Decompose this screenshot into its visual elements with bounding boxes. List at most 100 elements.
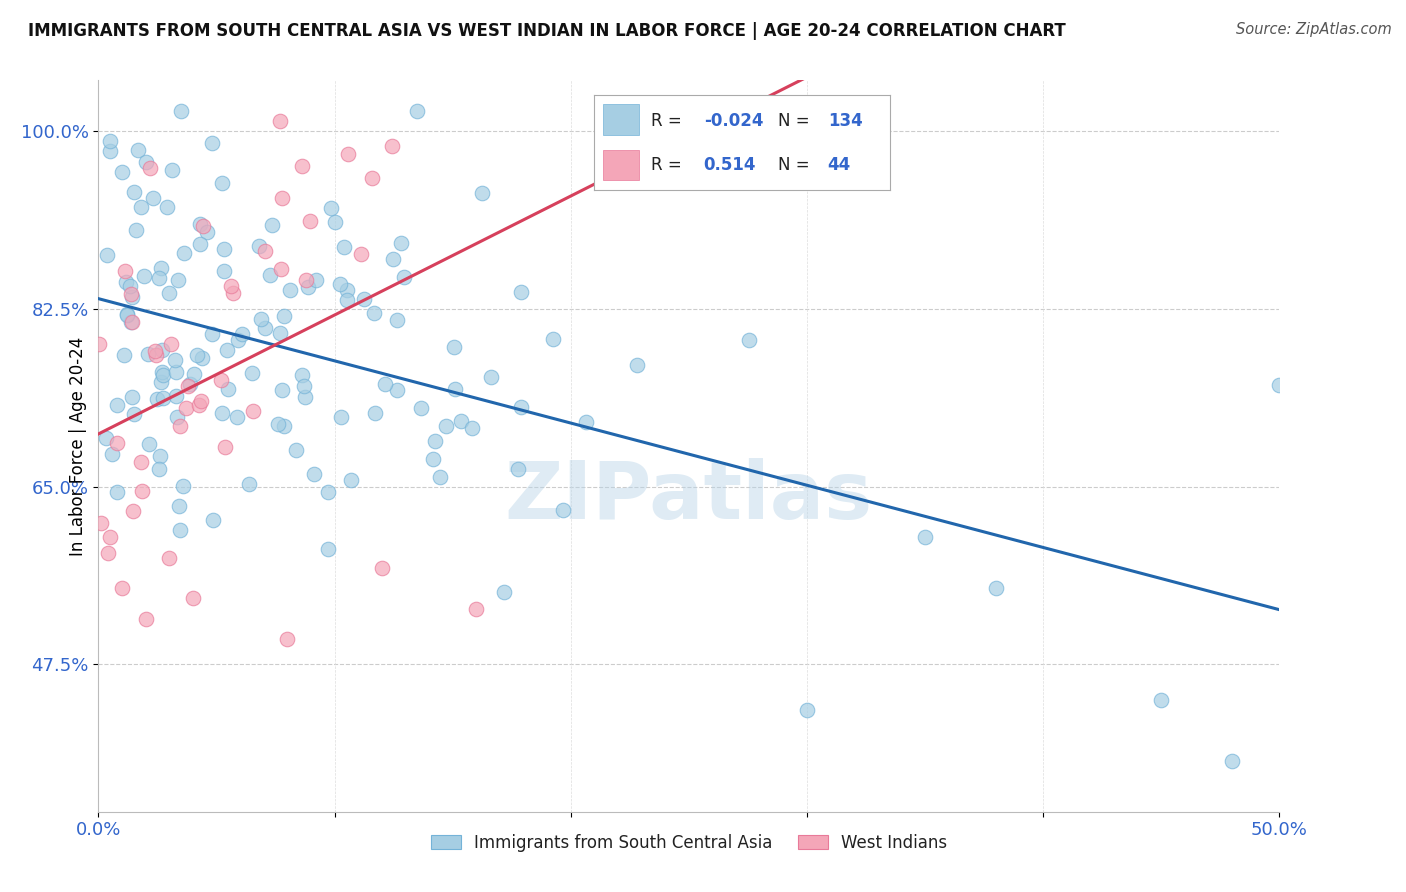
Point (385, 313, 408, 327)
Point (148, 461, 170, 475)
Point (150, 343, 173, 357)
Point (276, 632, 298, 646)
Point (465, 601, 488, 615)
Point (160, 163, 183, 178)
Point (191, 219, 214, 233)
Point (262, 218, 284, 232)
Point (492, 585, 515, 599)
Point (436, 418, 458, 433)
Point (179, 376, 201, 391)
Point (329, 277, 352, 291)
Point (422, 451, 444, 466)
Point (411, 401, 433, 416)
Point (551, 503, 574, 517)
Point (146, 392, 169, 406)
Point (211, 176, 233, 190)
Point (149, 449, 172, 463)
Point (111, 581, 134, 595)
Point (225, 410, 247, 425)
Point (1150, 693, 1173, 707)
Point (406, 103, 429, 118)
Point (209, 373, 232, 387)
Point (98, 145, 121, 159)
Point (152, 391, 174, 405)
Point (575, 415, 598, 429)
Point (541, 332, 564, 346)
Point (267, 417, 290, 431)
Point (371, 561, 394, 575)
Point (183, 368, 205, 382)
Point (292, 378, 315, 392)
Point (157, 550, 180, 565)
Point (163, 352, 186, 367)
Point (169, 418, 191, 433)
Point (291, 159, 314, 173)
Point (242, 404, 264, 418)
Point (302, 467, 325, 481)
Point (238, 477, 260, 491)
Point (423, 434, 446, 448)
Point (111, 164, 134, 178)
Point (316, 542, 339, 557)
Point (336, 293, 359, 307)
Point (319, 201, 342, 215)
Point (131, 201, 153, 215)
Point (138, 437, 160, 451)
Point (165, 389, 187, 403)
Point (450, 414, 472, 428)
Point (270, 262, 292, 277)
Point (295, 273, 318, 287)
Point (97, 546, 120, 560)
Point (211, 406, 233, 420)
Point (169, 523, 191, 537)
Point (297, 280, 319, 294)
Legend: Immigrants from South Central Asia, West Indians: Immigrants from South Central Asia, West… (425, 827, 953, 858)
Point (118, 279, 141, 293)
Point (148, 271, 170, 285)
Point (134, 268, 156, 283)
Point (112, 348, 135, 362)
Point (217, 382, 239, 396)
Point (214, 441, 236, 455)
Point (984, 581, 1007, 595)
Point (165, 365, 187, 379)
Point (145, 348, 167, 362)
Point (122, 185, 145, 199)
Point (121, 290, 143, 304)
Point (200, 136, 222, 151)
Point (363, 306, 385, 320)
Point (202, 512, 225, 526)
Text: ZIPatlas: ZIPatlas (505, 458, 873, 536)
Point (121, 390, 143, 404)
Point (131, 483, 153, 498)
Point (201, 327, 224, 342)
Point (186, 348, 208, 362)
Point (96, 248, 118, 262)
Point (215, 343, 238, 357)
Point (176, 379, 198, 393)
Point (143, 343, 166, 358)
Point (374, 376, 396, 391)
Point (187, 399, 209, 413)
Point (510, 285, 533, 299)
Point (340, 473, 363, 487)
Point (253, 320, 276, 334)
Point (353, 292, 375, 306)
Point (330, 409, 353, 424)
Point (94, 431, 117, 445)
Point (270, 383, 292, 397)
Point (247, 239, 270, 253)
Point (89, 516, 111, 531)
Point (135, 154, 157, 169)
Point (135, 612, 157, 626)
Point (188, 236, 211, 251)
Point (305, 273, 328, 287)
Point (250, 312, 273, 326)
Point (222, 286, 245, 301)
Point (385, 383, 408, 397)
Point (105, 435, 128, 450)
Point (188, 217, 211, 231)
Point (160, 337, 183, 351)
Point (167, 499, 190, 513)
Point (212, 264, 235, 278)
